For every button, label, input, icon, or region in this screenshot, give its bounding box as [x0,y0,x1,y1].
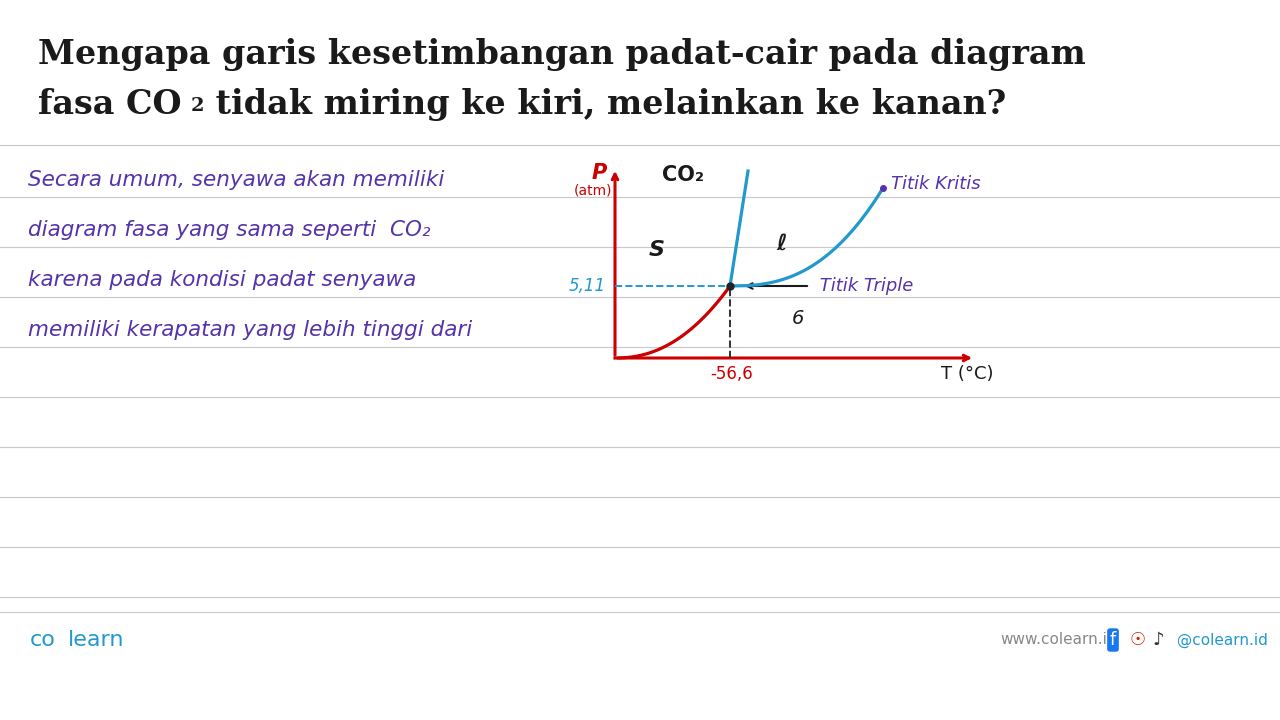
Text: co: co [29,630,56,650]
Text: (atm): (atm) [573,183,612,197]
Text: memiliki kerapatan yang lebih tinggi dari: memiliki kerapatan yang lebih tinggi dar… [28,320,472,340]
Text: tidak miring ke kiri, melainkan ke kanan?: tidak miring ke kiri, melainkan ke kanan… [204,88,1006,121]
Text: 2: 2 [191,97,205,115]
Text: diagram fasa yang sama seperti  CO₂: diagram fasa yang sama seperti CO₂ [28,220,430,240]
Text: S: S [649,240,666,260]
Text: Titik Triple: Titik Triple [814,277,914,295]
Text: @colearn.id: @colearn.id [1172,632,1268,647]
Text: karena pada kondisi padat senyawa: karena pada kondisi padat senyawa [28,270,416,290]
Text: T (°C): T (°C) [941,365,993,383]
Text: www.colearn.id: www.colearn.id [1000,632,1116,647]
Text: ☉: ☉ [1130,631,1146,649]
Text: P: P [591,163,607,183]
Text: ℓ: ℓ [777,234,787,254]
Text: ♪: ♪ [1152,631,1164,649]
Text: -56,6: -56,6 [710,365,754,383]
Text: Secara umum, senyawa akan memiliki: Secara umum, senyawa akan memiliki [28,170,444,190]
Text: Mengapa garis kesetimbangan padat-cair pada diagram: Mengapa garis kesetimbangan padat-cair p… [38,38,1085,71]
Text: CO₂: CO₂ [662,165,704,185]
Text: f: f [1110,631,1116,649]
Text: 5,11: 5,11 [568,277,605,295]
Text: fasa CO: fasa CO [38,88,182,121]
Text: learn: learn [68,630,124,650]
Text: Titik Kritis: Titik Kritis [891,175,980,193]
Text: 6: 6 [792,308,804,328]
